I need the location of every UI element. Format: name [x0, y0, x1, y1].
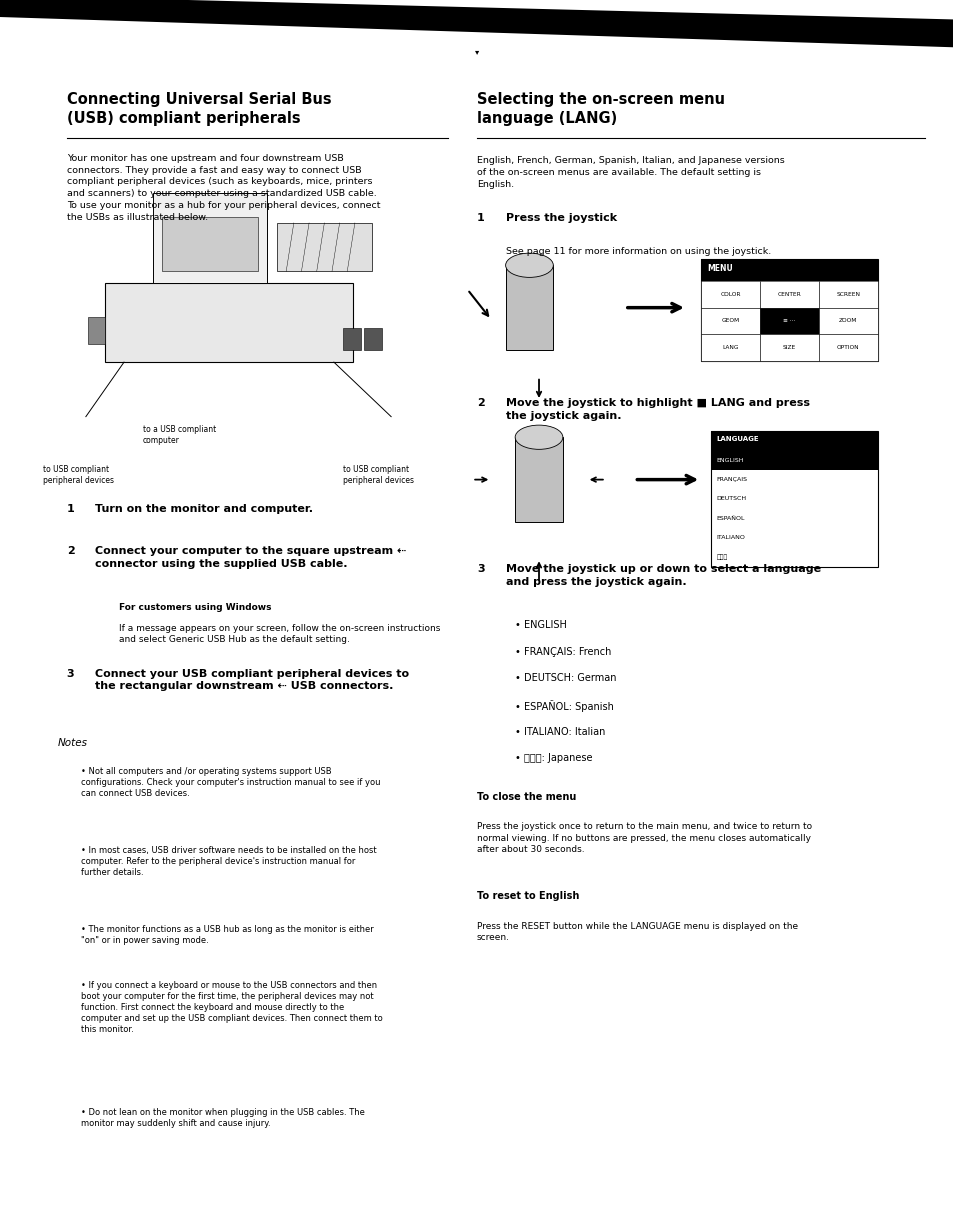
Text: SIZE: SIZE [782, 345, 795, 350]
Text: to USB compliant
peripheral devices: to USB compliant peripheral devices [43, 465, 113, 485]
Text: 2: 2 [476, 398, 484, 409]
Bar [818, 281, 877, 308]
Text: 3: 3 [476, 565, 484, 575]
Ellipse shape [515, 425, 562, 449]
Text: DEUTSCH: DEUTSCH [716, 496, 746, 501]
Text: Selecting the on-screen menu
language (LANG): Selecting the on-screen menu language (L… [476, 92, 724, 125]
Text: Press the RESET button while the LANGUAGE menu is displayed on the
screen.: Press the RESET button while the LANGUAG… [476, 922, 798, 942]
Bar [162, 217, 257, 271]
Text: English, French, German, Spanish, Italian, and Japanese versions
of the on-scree: English, French, German, Spanish, Italia… [476, 156, 784, 189]
Text: OPTION: OPTION [836, 345, 859, 350]
Text: 2: 2 [67, 546, 74, 556]
Text: Connect your USB compliant peripheral devices to
the rectangular downstream ⇠ US: Connect your USB compliant peripheral de… [95, 668, 409, 691]
Text: 1: 1 [476, 214, 484, 223]
Text: MENU: MENU [706, 264, 732, 273]
Bar [152, 193, 267, 284]
Text: ≡ ···: ≡ ··· [782, 318, 795, 323]
Bar [760, 308, 818, 334]
Bar [818, 308, 877, 334]
Text: Move the joystick to highlight ■ LANG and press
the joystick again.: Move the joystick to highlight ■ LANG an… [505, 398, 809, 421]
Text: ▾: ▾ [475, 48, 478, 56]
Text: • In most cases, USB driver software needs to be installed on the host
computer.: • In most cases, USB driver software nee… [81, 846, 376, 877]
Bar [760, 281, 818, 308]
Bar [343, 328, 360, 350]
Bar [700, 281, 760, 308]
Text: To close the menu: To close the menu [476, 792, 576, 802]
Bar [710, 431, 877, 451]
Polygon shape [0, 0, 953, 48]
Text: Turn on the monitor and computer.: Turn on the monitor and computer. [95, 503, 314, 513]
Text: ESPAÑOL: ESPAÑOL [716, 516, 744, 521]
Text: Notes: Notes [57, 738, 87, 748]
Bar [276, 223, 372, 271]
Text: • Do not lean on the monitor when plugging in the USB cables. The
monitor may su: • Do not lean on the monitor when pluggi… [81, 1108, 365, 1127]
Text: Connecting Universal Serial Bus
(USB) compliant peripherals: Connecting Universal Serial Bus (USB) co… [67, 92, 331, 125]
Text: • Not all computers and /or operating systems support USB
configurations. Check : • Not all computers and /or operating sy… [81, 766, 380, 798]
Text: LANGUAGE: LANGUAGE [716, 436, 759, 442]
Text: • ITALIANO: Italian: • ITALIANO: Italian [515, 727, 605, 737]
Bar [710, 451, 877, 470]
Text: • 日本語: Japanese: • 日本語: Japanese [515, 753, 592, 764]
Bar [364, 328, 381, 350]
Text: Press the joystick once to return to the main menu, and twice to return to
norma: Press the joystick once to return to the… [476, 823, 811, 855]
Bar [505, 265, 553, 350]
Bar [515, 437, 562, 522]
Text: • DEUTSCH: German: • DEUTSCH: German [515, 673, 616, 683]
Bar [88, 317, 105, 344]
Text: • ESPAÑOL: Spanish: • ESPAÑOL: Spanish [515, 700, 614, 712]
Ellipse shape [505, 253, 553, 278]
Text: ZOOM: ZOOM [839, 318, 857, 323]
Text: For customers using Windows: For customers using Windows [119, 603, 272, 612]
Text: To reset to English: To reset to English [476, 892, 578, 901]
Text: See page 11 for more information on using the joystick.: See page 11 for more information on usin… [505, 247, 770, 257]
Bar [760, 334, 818, 361]
Text: If a message appears on your screen, follow the on-screen instructions
and selec: If a message appears on your screen, fol… [119, 624, 440, 643]
Text: • If you connect a keyboard or mouse to the USB connectors and then
boot your co: • If you connect a keyboard or mouse to … [81, 981, 382, 1034]
Text: GEOM: GEOM [720, 318, 739, 323]
Bar [710, 431, 877, 567]
Text: ITALIANO: ITALIANO [716, 535, 744, 540]
Text: 3: 3 [67, 668, 74, 679]
Bar [700, 259, 877, 281]
Text: to a USB compliant
computer: to a USB compliant computer [143, 425, 216, 446]
Text: Move the joystick up or down to select a language
and press the joystick again.: Move the joystick up or down to select a… [505, 565, 820, 587]
Text: 日本語: 日本語 [716, 554, 727, 560]
Text: 1: 1 [67, 503, 74, 513]
Text: • The monitor functions as a USB hub as long as the monitor is either
"on" or in: • The monitor functions as a USB hub as … [81, 925, 374, 946]
Text: • FRANÇAIS: French: • FRANÇAIS: French [515, 647, 611, 657]
Bar [700, 259, 877, 361]
Text: Press the joystick: Press the joystick [505, 214, 616, 223]
Text: COLOR: COLOR [720, 292, 740, 297]
Text: Your monitor has one upstream and four downstream USB
connectors. They provide a: Your monitor has one upstream and four d… [67, 154, 380, 222]
Bar [700, 308, 760, 334]
Text: • ENGLISH: • ENGLISH [515, 620, 566, 630]
Text: ENGLISH: ENGLISH [716, 458, 743, 463]
Bar [818, 334, 877, 361]
Text: CENTER: CENTER [777, 292, 801, 297]
Text: Connect your computer to the square upstream ⇠
connector using the supplied USB : Connect your computer to the square upst… [95, 546, 406, 569]
Text: SCREEN: SCREEN [836, 292, 860, 297]
Text: LANG: LANG [721, 345, 738, 350]
Bar [700, 334, 760, 361]
Text: to USB compliant
peripheral devices: to USB compliant peripheral devices [343, 465, 414, 485]
Text: FRANÇAIS: FRANÇAIS [716, 478, 746, 483]
Bar [105, 284, 353, 362]
